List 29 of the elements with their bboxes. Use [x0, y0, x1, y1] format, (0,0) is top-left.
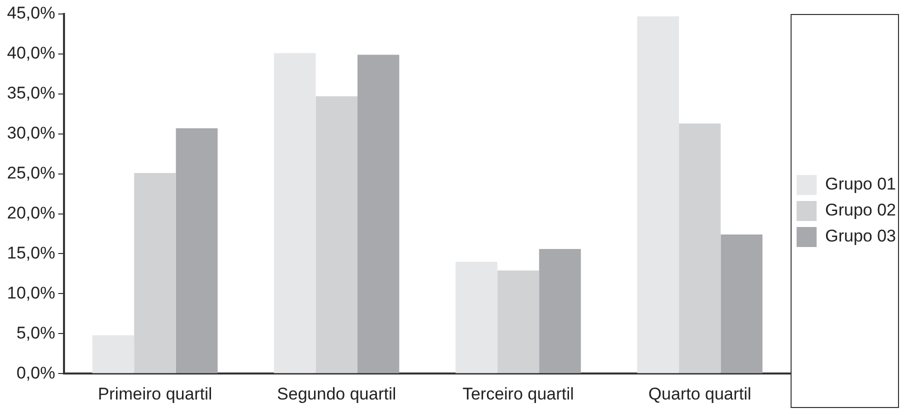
y-tick-label: 30,0%	[7, 124, 56, 143]
bar	[316, 96, 358, 374]
x-tick-label: Segundo quartil	[277, 384, 396, 404]
bar	[678, 123, 721, 374]
legend-label: Grupo 02	[825, 200, 896, 220]
y-tick-label: 5,0%	[16, 323, 56, 342]
bar	[274, 53, 316, 374]
bar	[134, 173, 176, 374]
y-tick-label: 0,0%	[16, 363, 56, 382]
bar	[456, 262, 498, 374]
y-tick-label: 25,0%	[7, 164, 56, 183]
x-tick-label: Terceiro quartil	[462, 384, 574, 404]
bar	[92, 335, 134, 374]
bar	[637, 16, 679, 374]
x-tick-label: Quarto quartil	[648, 384, 752, 404]
y-tick-label: 40,0%	[7, 44, 56, 63]
y-tick-label: 15,0%	[7, 243, 56, 262]
y-tick-label: 45,0%	[7, 4, 56, 23]
bar	[720, 234, 762, 374]
y-tick-label: 10,0%	[7, 283, 56, 302]
y-tick-label: 20,0%	[7, 203, 56, 222]
legend-label: Grupo 03	[825, 226, 896, 246]
y-tick-label: 35,0%	[7, 84, 56, 103]
bar	[176, 128, 218, 374]
bar	[357, 54, 400, 374]
x-tick-label: Primeiro quartil	[98, 384, 212, 404]
bar	[539, 248, 581, 374]
legend-label: Grupo 01	[825, 174, 896, 194]
bar	[497, 270, 540, 374]
